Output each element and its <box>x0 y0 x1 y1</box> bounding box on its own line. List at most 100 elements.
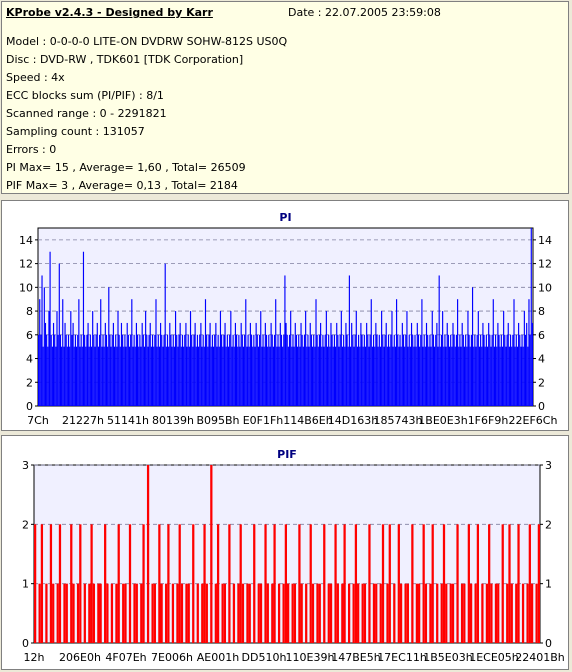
pi-bar <box>301 334 303 406</box>
pi-bar <box>419 346 421 406</box>
pi-bar <box>241 334 243 406</box>
pi-ytick-label-right: 4 <box>538 353 545 366</box>
pi-bar <box>99 334 101 406</box>
pi-bar <box>97 346 100 406</box>
pi-bar <box>402 334 405 406</box>
pi-bar <box>493 346 496 406</box>
pi-bar <box>499 346 501 406</box>
pif-ytick-label-right: 3 <box>545 459 552 472</box>
pi-bar <box>445 346 447 406</box>
pi-bar <box>423 334 425 406</box>
pi-bar <box>469 346 471 406</box>
pif-bar <box>515 583 518 643</box>
pi-bar <box>508 346 510 406</box>
pi-bar <box>495 334 497 406</box>
pi-bar <box>344 346 346 406</box>
pif-bar <box>210 465 213 643</box>
pif-ytick-label-right: 2 <box>545 518 552 531</box>
pi-bar <box>196 334 199 406</box>
pi-bar <box>283 334 285 406</box>
pi-bar <box>234 322 236 406</box>
pi-xtick-label: E0F1Fh <box>243 414 284 427</box>
pif-ytick-label-left: 1 <box>22 578 29 591</box>
pi-bar <box>239 346 241 406</box>
pi-bar <box>176 334 178 406</box>
pi-bar <box>67 334 70 406</box>
pi-bar <box>452 322 454 406</box>
pi-bar <box>385 322 387 406</box>
pi-bar <box>514 346 516 406</box>
pi-bar <box>230 311 232 406</box>
pi-bar <box>65 334 67 406</box>
pif-bar <box>106 583 109 643</box>
pi-bar <box>181 334 184 406</box>
pi-bar <box>108 287 110 406</box>
pi-bar <box>120 322 123 406</box>
pif-bar <box>490 583 493 643</box>
pi-bar <box>459 334 461 406</box>
pi-bar <box>52 322 55 406</box>
pi-ytick-label-left: 8 <box>26 305 33 318</box>
pif-bar <box>140 583 143 643</box>
pi-bar <box>47 346 49 406</box>
pif-bar <box>146 465 150 643</box>
pi-bar <box>416 322 418 406</box>
pi-ytick-label-left: 0 <box>26 400 33 413</box>
pi-ytick-label-left: 2 <box>26 376 33 389</box>
pi-bar <box>425 322 428 406</box>
pi-bar <box>126 322 128 406</box>
pif-bar <box>329 583 333 643</box>
pi-bar <box>51 346 53 406</box>
pif-bar <box>530 583 534 643</box>
pi-bar <box>204 299 207 406</box>
pif-bar <box>214 583 217 643</box>
pi-bar <box>273 334 276 406</box>
pif-bar <box>431 524 434 643</box>
info-disc: Disc : DVD-RW , TDK601 [TDK Corporation] <box>6 53 244 66</box>
pi-bar <box>349 346 352 406</box>
pi-bar <box>414 334 416 406</box>
pi-bar <box>345 322 347 406</box>
pif-bar <box>246 583 249 643</box>
pif-bar <box>153 583 156 643</box>
pi-bar <box>264 322 266 406</box>
pif-bar <box>124 583 127 643</box>
pi-bar <box>431 311 433 406</box>
pif-bar <box>99 583 102 643</box>
pi-bar <box>339 334 341 406</box>
pi-bar <box>199 334 201 406</box>
pi-bar <box>151 334 154 406</box>
pi-bar <box>446 322 448 406</box>
pi-bar <box>275 299 277 406</box>
pif-xtick-label: AE001h <box>197 651 239 664</box>
pi-bar <box>200 322 202 406</box>
pi-bar <box>400 346 402 406</box>
pi-bar <box>295 334 298 406</box>
pif-bar <box>354 524 358 643</box>
pi-bar <box>477 311 479 406</box>
pi-bar <box>155 299 157 406</box>
pi-bar <box>84 334 86 406</box>
pif-bar <box>368 524 371 643</box>
pi-bar <box>158 346 161 406</box>
pi-bar <box>290 311 292 406</box>
pi-bar <box>522 346 524 406</box>
pif-bar <box>406 583 409 643</box>
pi-bar <box>465 334 467 406</box>
pi-ytick-label-left: 4 <box>26 353 33 366</box>
pi-bar <box>183 346 185 406</box>
pi-bar <box>408 334 410 406</box>
pi-bar <box>72 322 74 406</box>
pi-bar <box>438 275 440 406</box>
pi-bar <box>447 334 449 406</box>
pi-bar <box>310 334 312 406</box>
pi-bar <box>115 334 117 406</box>
pi-bar <box>75 346 78 406</box>
info-sampling-count: Sampling count : 131057 <box>6 125 145 138</box>
pi-bar <box>193 334 195 406</box>
pi-bar <box>366 322 368 406</box>
pi-bar <box>516 346 519 406</box>
pif-bar <box>135 583 138 643</box>
pi-bar <box>311 346 314 406</box>
pi-bar <box>171 346 173 406</box>
